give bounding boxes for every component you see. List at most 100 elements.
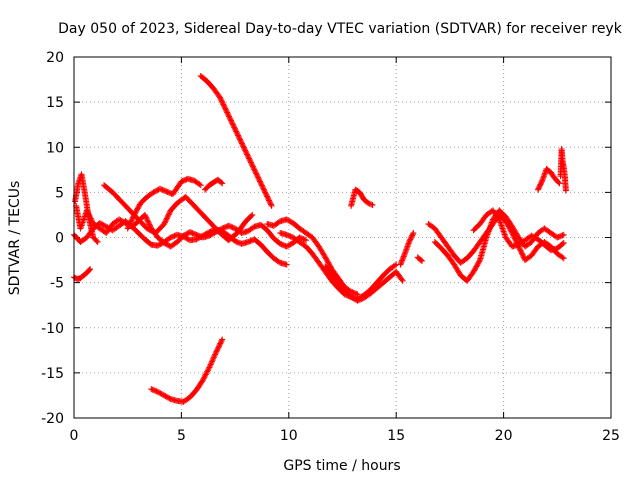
data-point [323, 255, 330, 262]
data-point [165, 212, 172, 219]
data-point [409, 231, 416, 238]
data-point [220, 102, 227, 109]
data-point [159, 391, 166, 398]
data-point [212, 350, 219, 357]
data-point [206, 363, 213, 370]
data-point [197, 182, 204, 189]
data-point [86, 266, 93, 273]
data-point [258, 182, 265, 189]
data-point [354, 291, 361, 298]
x-axis-label: GPS time / hours [283, 458, 400, 474]
data-point [249, 162, 256, 169]
data-point [180, 232, 187, 239]
data-point [518, 250, 525, 257]
data-point [366, 200, 373, 207]
data-point [208, 231, 215, 238]
data-point [214, 345, 221, 352]
data-point [94, 239, 101, 246]
y-tick-label: 20 [46, 50, 64, 66]
data-point [559, 240, 566, 247]
data-point [210, 354, 217, 361]
data-point [534, 186, 541, 193]
data-point [183, 231, 190, 238]
data-point [262, 189, 269, 196]
data-point [162, 393, 169, 400]
data-point [283, 243, 290, 250]
data-point [239, 141, 246, 148]
data-point [146, 221, 153, 228]
data-point [219, 100, 226, 107]
data-point [406, 237, 413, 244]
y-tick-label: -10 [41, 321, 64, 337]
data-point [512, 236, 519, 243]
data-point [121, 219, 128, 226]
data-point [217, 339, 224, 346]
data-point [196, 181, 203, 188]
data-point [518, 248, 525, 255]
x-tick-label: 10 [280, 428, 298, 444]
data-point [163, 215, 170, 222]
data-point [206, 364, 213, 371]
y-tick-label: 10 [46, 140, 64, 156]
data-point [134, 206, 141, 213]
data-point [407, 236, 414, 243]
data-point [257, 178, 264, 185]
data-point [253, 171, 260, 178]
data-point [266, 198, 273, 205]
data-point [253, 170, 260, 177]
data-point [234, 131, 241, 138]
data-point [125, 222, 132, 229]
data-point [284, 217, 291, 224]
data-point [230, 123, 237, 130]
data-point [226, 113, 233, 120]
data-point [556, 180, 563, 187]
data-point [228, 118, 235, 125]
data-point [154, 187, 161, 194]
data-point [246, 156, 253, 163]
data-point [238, 139, 245, 146]
data-point [153, 187, 160, 194]
data-point [215, 344, 222, 351]
data-point [217, 95, 224, 102]
y-tick-label: -20 [41, 411, 64, 427]
data-point [255, 174, 262, 181]
data-point [283, 216, 290, 223]
data-point [325, 259, 332, 266]
data-point [406, 239, 413, 246]
y-axis-label: SDTVAR / TECUs [7, 181, 23, 296]
data-point [208, 360, 215, 367]
data-point [219, 180, 226, 187]
data-point [244, 151, 251, 158]
data-point [264, 194, 271, 201]
data-point [538, 178, 545, 185]
data-point [208, 358, 215, 365]
data-point [135, 204, 142, 211]
data-point [410, 229, 417, 236]
data-points [71, 72, 569, 405]
data-point [166, 235, 173, 242]
data-point [217, 94, 224, 101]
data-point [286, 242, 293, 249]
data-point [248, 212, 255, 219]
data-point [209, 357, 216, 364]
data-point [145, 220, 152, 227]
data-point [133, 208, 140, 215]
data-point [248, 160, 255, 167]
y-tick-label: -5 [50, 276, 64, 292]
y-tick-label: 5 [55, 185, 64, 201]
data-point [161, 392, 168, 399]
data-point [210, 230, 217, 237]
data-point [151, 188, 158, 195]
data-point [349, 294, 356, 301]
data-point [226, 114, 233, 121]
data-point [163, 216, 170, 223]
data-point [287, 241, 294, 248]
data-point [157, 390, 164, 397]
x-tick-label: 20 [495, 428, 513, 444]
data-point [261, 188, 268, 195]
data-point [268, 202, 275, 209]
data-point [471, 266, 478, 273]
data-point [233, 129, 240, 136]
data-point [246, 155, 253, 162]
data-point [136, 202, 143, 209]
